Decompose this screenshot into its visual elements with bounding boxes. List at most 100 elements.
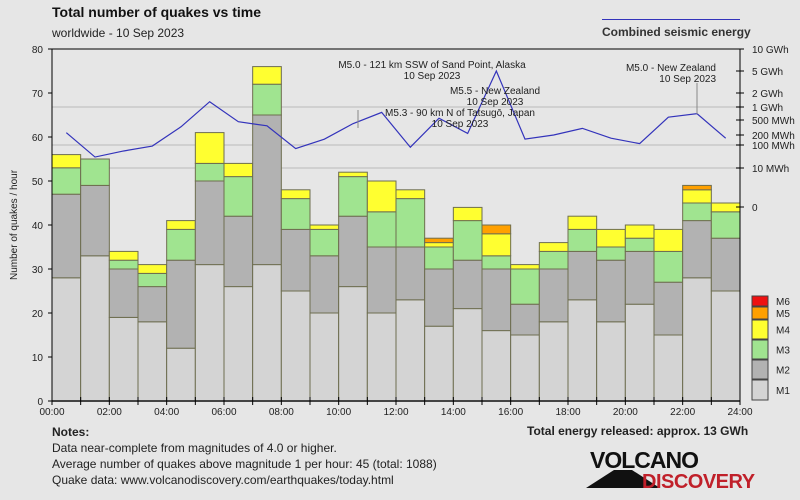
y-tick-label: 30: [32, 265, 44, 276]
bar-segment-m1: [223, 286, 254, 402]
bar-segment-m3: [80, 158, 110, 186]
legend-swatch-m6: [751, 295, 769, 307]
bar-segment-m4: [366, 180, 397, 213]
bar-segment-m1: [395, 299, 426, 402]
annotation-text: 10 Sep 2023: [404, 71, 461, 82]
energy-tick-label: 5 GWh: [752, 67, 783, 78]
bar-segment-m4: [223, 162, 254, 178]
bar-segment-m1: [137, 321, 168, 402]
bar-segment-m4: [682, 189, 712, 204]
bar-segment-m1: [653, 334, 684, 402]
bar-segment-m4: [424, 242, 454, 248]
bar-segment-m2: [538, 268, 569, 323]
bar-segment-m2: [51, 193, 82, 279]
bar-segment-m4: [538, 242, 569, 252]
bar-segment-m1: [80, 255, 110, 402]
bar-segment-m1: [596, 321, 626, 402]
x-tick-label: 12:00: [383, 407, 408, 418]
bar-segment-m3: [653, 250, 684, 283]
bar-segment-m3: [108, 259, 139, 270]
bar-segment-m1: [51, 277, 82, 402]
bar-segment-m3: [338, 176, 368, 217]
bar-segment-m5: [682, 184, 712, 191]
volcano-icon: [586, 470, 660, 488]
legend-swatch-m1: [751, 379, 769, 401]
bar-segment-m3: [452, 220, 483, 261]
bar-segment-m3: [166, 228, 196, 261]
bar-segment-m4: [567, 215, 598, 230]
annotation-text: M5.5 - New Zealand: [450, 86, 540, 97]
y-tick-label: 80: [32, 45, 44, 56]
bar-segment-m2: [710, 237, 741, 292]
legend-swatch-m3: [751, 339, 769, 360]
bar-segment-m1: [452, 308, 483, 402]
bar-segment-m2: [596, 259, 626, 323]
bar-segment-m1: [309, 312, 340, 402]
volcanodiscovery-logo[interactable]: VOLCANO DISCOVERY: [586, 448, 756, 490]
quakes-chart: M5.0 - 121 km SSW of Sand Point, Alaska1…: [9, 45, 795, 418]
energy-tick-label: 10 MWh: [752, 164, 789, 175]
x-tick-label: 04:00: [154, 407, 179, 418]
bar-segment-m4: [309, 224, 340, 230]
bar-segment-m2: [137, 286, 168, 323]
bar-segment-m4: [108, 250, 139, 261]
bar-segment-m1: [194, 264, 225, 402]
bar-segment-m1: [252, 264, 282, 402]
bar-segment-m3: [194, 162, 225, 182]
bar-segment-m2: [80, 184, 110, 257]
x-tick-label: 24:00: [727, 407, 752, 418]
annotation-text: 10 Sep 2023: [659, 74, 716, 85]
legend-label-m3: M3: [776, 346, 790, 357]
energy-legend-label: Combined seismic energy: [602, 25, 751, 39]
bar-segment-m4: [51, 154, 82, 169]
energy-tick-label: 100 MWh: [752, 141, 795, 152]
bar-segment-m2: [166, 259, 196, 349]
bar-segment-m1: [710, 290, 741, 402]
bar-segment-m3: [710, 211, 741, 239]
bar-segment-m3: [280, 198, 311, 230]
chart-subtitle: worldwide - 10 Sep 2023: [52, 26, 185, 40]
bar-segment-m1: [424, 325, 454, 402]
bar-segment-m1: [338, 286, 368, 402]
energy-tick-label: 1 GWh: [752, 103, 783, 114]
bar-segment-m3: [682, 202, 712, 222]
bar-segment-m3: [137, 272, 168, 288]
energy-line: [65, 69, 727, 158]
x-tick-label: 22:00: [670, 407, 695, 418]
bar-segment-m4: [596, 228, 626, 248]
energy-tick-label: 2 GWh: [752, 89, 783, 100]
energy-tick-label: 10 GWh: [752, 45, 789, 56]
bar-segment-m2: [567, 250, 598, 301]
bar-segment-m1: [166, 347, 196, 402]
legend-label-m1: M1: [776, 386, 790, 397]
bar-segment-m1: [280, 290, 311, 402]
energy-tick-label: 0: [752, 203, 758, 214]
bar-segment-m2: [194, 180, 225, 266]
bar-segment-m3: [309, 228, 340, 257]
x-tick-label: 16:00: [498, 407, 523, 418]
notes: Notes: Data near-complete from magnitude…: [52, 424, 437, 488]
bar-segment-m3: [567, 228, 598, 252]
bar-segment-m1: [538, 321, 569, 402]
notes-heading: Notes:: [52, 425, 90, 439]
legend-label-m4: M4: [776, 326, 790, 337]
axes: 0 10 20 30 40 50 60 70 80 00:00 02:00 04:00 06:00 08:…: [9, 45, 795, 418]
bar-segment-m2: [395, 246, 426, 301]
bar-segment-m2: [481, 268, 512, 332]
bar-segment-m3: [366, 211, 397, 248]
notes-line: Data near-complete from magnitudes of 4.…: [52, 441, 337, 455]
annotation-text: M5.0 - New Zealand: [626, 63, 716, 74]
bar-segment-m3: [481, 255, 512, 270]
bar-segment-m2: [252, 114, 282, 266]
x-tick-label: 08:00: [269, 407, 294, 418]
bar-segment-m4: [653, 228, 684, 252]
bar-segment-m1: [510, 334, 540, 402]
x-tick-label: 00:00: [39, 407, 64, 418]
bar-segment-m2: [280, 228, 311, 292]
bar-segment-m3: [424, 246, 454, 270]
legend-swatch-m5: [751, 306, 769, 320]
bar-segment-m4: [510, 264, 540, 270]
grid-lines: [52, 106, 740, 169]
bar-segment-m1: [108, 316, 139, 402]
